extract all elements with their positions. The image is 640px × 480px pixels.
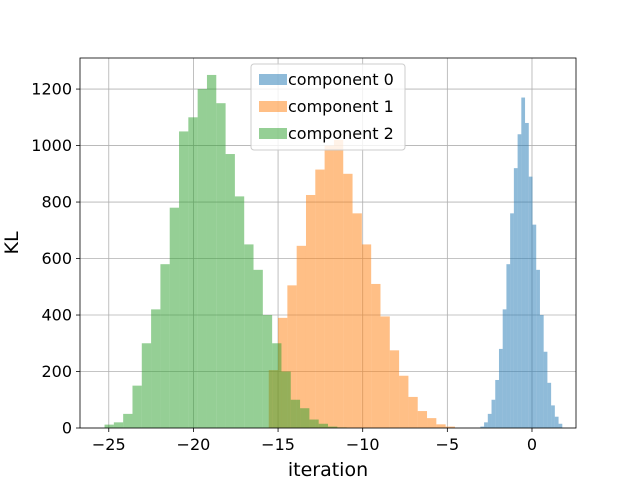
histogram-bar [436,424,446,428]
y-tick-label: 1000 [31,136,72,155]
x-tick-label: −15 [261,435,295,454]
legend-swatch [259,128,287,139]
histogram-bar [491,399,496,428]
series-1-bars [268,139,455,429]
histogram-bar [417,411,428,428]
series-2-bars [104,74,347,429]
histogram-bar [521,97,526,428]
histogram-bar [225,154,235,429]
x-axis-label: iteration [288,459,368,480]
legend-label: component 1 [288,97,394,116]
series-0-bars [480,97,563,429]
histogram-bar [104,424,114,428]
histogram-bar [371,283,381,428]
histogram-bar [160,264,170,428]
histogram-bar [554,416,559,428]
x-axis-ticks: −25 −20 −15 −10 −5 0 [92,428,537,454]
legend: component 0 component 1 component 2 [250,63,406,151]
histogram-bar [543,351,548,428]
histogram-bar [281,371,291,428]
y-tick-label: 1200 [31,80,72,99]
histogram-bar [253,269,263,428]
histogram-bar [445,426,455,428]
histogram-bar [300,408,310,428]
histogram-bar [132,385,142,428]
histogram-bar [551,405,555,428]
histogram-bar [113,422,124,428]
histogram-bar [343,173,353,428]
y-tick-label: 0 [62,419,72,438]
histogram-bar [315,169,325,428]
histogram-bar [495,379,499,428]
histogram-bar [188,117,198,428]
histogram-bar [484,422,488,428]
histogram-bar [287,285,297,428]
histogram-bar [498,348,503,428]
legend-label: component 0 [288,70,394,89]
histogram-bars [104,74,563,429]
histogram-bar [296,245,306,428]
histogram-bar [197,89,207,429]
histogram-bar [536,269,540,428]
histogram-bar [324,145,334,428]
x-tick-label: −10 [346,435,380,454]
histogram-bar [141,343,152,428]
y-axis-ticks: 0 200 400 600 800 1000 1200 [31,80,80,438]
histogram-bar [244,244,254,428]
histogram-bar [525,122,529,429]
x-tick-label: −5 [436,435,460,454]
histogram-bar [427,418,437,428]
histogram-bar [380,316,390,428]
histogram-bar [309,419,319,428]
histogram-bar [517,134,522,429]
histogram-bar [506,264,511,428]
histogram-bar [318,423,328,428]
y-tick-label: 400 [41,306,72,325]
histogram-bar [333,139,344,429]
histogram-bar [547,382,552,428]
y-tick-label: 800 [41,193,72,212]
x-tick-label: 0 [527,435,537,454]
histogram-bar [352,213,362,428]
histogram-bar [502,309,507,428]
histogram-bar [399,375,409,428]
histogram-bar [206,74,217,428]
histogram-bar [558,423,563,428]
histogram-bar [513,168,518,429]
histogram-bar [487,413,492,428]
x-tick-label: −25 [92,435,126,454]
histogram-bar [272,343,282,428]
legend-swatch [259,101,287,112]
y-axis-label: KL [1,231,23,254]
plot-frame [79,57,577,429]
histogram-bar [532,224,537,428]
histogram-bar [262,315,273,428]
x-tick-label: −20 [177,435,211,454]
histogram-bar [328,426,338,428]
histogram-bar [389,350,400,428]
histogram-bar [151,309,161,428]
histogram-bar [216,103,226,428]
histogram-bar [123,413,133,428]
histogram-bar [179,131,189,428]
histogram-bar [510,213,514,428]
histogram-bar [539,315,544,428]
histogram-bar [169,207,180,428]
legend-swatch [259,74,287,85]
histogram-bar [528,176,533,428]
histogram-bar [361,244,372,428]
y-tick-label: 200 [41,362,72,381]
histogram-bar [408,396,418,428]
histogram-bar [290,399,301,428]
histogram-bar [234,196,245,428]
histogram-bar [480,426,485,428]
y-tick-label: 600 [41,249,72,268]
histogram-bar [305,194,316,428]
legend-box [250,63,406,151]
legend-label: component 2 [288,124,394,143]
